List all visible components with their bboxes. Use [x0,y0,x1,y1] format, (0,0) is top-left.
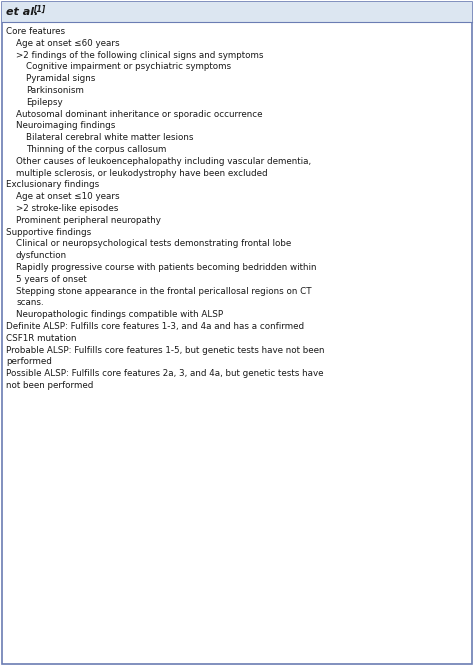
Text: Definite ALSP: Fulfills core features 1-3, and 4a and has a confirmed: Definite ALSP: Fulfills core features 1-… [6,322,304,331]
Text: Bilateral cerebral white matter lesions: Bilateral cerebral white matter lesions [26,133,193,143]
Text: CSF1R mutation: CSF1R mutation [6,334,76,343]
Text: Other causes of leukoencephalopathy including vascular dementia,: Other causes of leukoencephalopathy incl… [16,157,311,166]
Text: et al.: et al. [6,7,38,17]
Text: 5 years of onset: 5 years of onset [16,275,87,284]
Text: not been performed: not been performed [6,381,93,390]
Text: [1]: [1] [33,5,45,13]
Text: dysfunction: dysfunction [16,251,67,260]
Text: Rapidly progressive course with patients becoming bedridden within: Rapidly progressive course with patients… [16,263,317,272]
Text: Neuropathologic findings compatible with ALSP: Neuropathologic findings compatible with… [16,310,223,319]
Text: scans.: scans. [16,298,44,308]
Text: performed: performed [6,358,52,366]
Text: Probable ALSP: Fulfills core features 1-5, but genetic tests have not been: Probable ALSP: Fulfills core features 1-… [6,346,325,354]
FancyBboxPatch shape [2,2,472,22]
Text: Autosomal dominant inheritance or sporadic occurrence: Autosomal dominant inheritance or sporad… [16,110,263,119]
Text: Parkinsonism: Parkinsonism [26,86,84,95]
Text: Neuroimaging findings: Neuroimaging findings [16,121,115,131]
Text: >2 findings of the following clinical signs and symptoms: >2 findings of the following clinical si… [16,51,264,59]
Text: Core features: Core features [6,27,65,36]
Text: Exclusionary findings: Exclusionary findings [6,180,99,189]
Text: Stepping stone appearance in the frontal pericallosal regions on CT: Stepping stone appearance in the frontal… [16,286,311,296]
Text: Thinning of the corpus callosum: Thinning of the corpus callosum [26,145,166,154]
Text: Prominent peripheral neuropathy: Prominent peripheral neuropathy [16,216,161,225]
Text: Age at onset ≤10 years: Age at onset ≤10 years [16,192,119,201]
Text: Epilepsy: Epilepsy [26,98,63,107]
Text: >2 stroke-like episodes: >2 stroke-like episodes [16,204,118,213]
Text: Cognitive impairment or psychiatric symptoms: Cognitive impairment or psychiatric symp… [26,63,231,71]
Text: Supportive findings: Supportive findings [6,228,91,236]
Text: Age at onset ≤60 years: Age at onset ≤60 years [16,39,119,48]
Text: Pyramidal signs: Pyramidal signs [26,74,95,83]
Text: multiple sclerosis, or leukodystrophy have been excluded: multiple sclerosis, or leukodystrophy ha… [16,168,268,178]
Text: Possible ALSP: Fulfills core features 2a, 3, and 4a, but genetic tests have: Possible ALSP: Fulfills core features 2a… [6,369,323,378]
Text: Clinical or neuropsychological tests demonstrating frontal lobe: Clinical or neuropsychological tests dem… [16,239,291,248]
